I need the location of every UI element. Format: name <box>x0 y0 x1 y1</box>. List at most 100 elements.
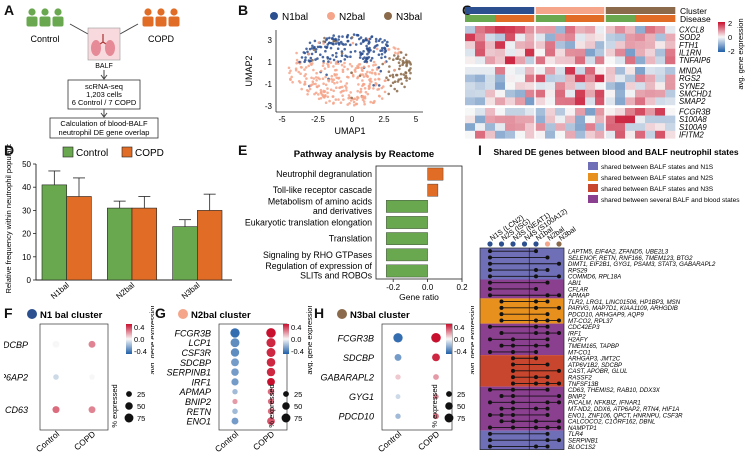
heatmap-cell <box>645 67 656 75</box>
umap-point <box>358 74 362 78</box>
heatmap-cell <box>635 89 646 98</box>
umap-point <box>409 67 412 70</box>
heatmap-cell <box>635 108 646 116</box>
heatmap-cluster-cell <box>565 7 576 14</box>
dotplot-gene-label: SDCBP <box>343 353 374 363</box>
heatmap-cell <box>525 26 536 34</box>
heatmap-cells <box>465 7 676 139</box>
heatmap-cell <box>555 67 566 75</box>
umap-point <box>314 58 317 61</box>
umap-point <box>374 37 378 41</box>
umap-point <box>295 61 298 65</box>
bar-ytick: 20 <box>22 230 31 239</box>
heatmap-cell <box>625 56 636 65</box>
umap-point <box>305 77 308 80</box>
dotplot-x-label: Control <box>34 429 62 454</box>
heatmap-cell <box>605 41 616 49</box>
dotplot-dot <box>232 398 238 405</box>
umap-point <box>342 98 345 101</box>
umap-point <box>339 40 343 44</box>
umap-point <box>343 61 346 65</box>
heatmap-cell <box>495 48 506 57</box>
dotplot-legend-tick: -0.4 <box>454 347 467 356</box>
umap-point <box>338 42 341 45</box>
upset-dot <box>511 394 515 399</box>
umap-point <box>403 85 406 89</box>
umap-point <box>341 70 345 73</box>
upset-column-dot <box>510 241 516 247</box>
umap-point <box>324 75 327 79</box>
umap-point <box>353 50 357 53</box>
heatmap-cell <box>605 56 616 65</box>
umap-point <box>311 58 314 62</box>
umap-point <box>335 86 338 89</box>
heatmap-cell <box>615 41 626 49</box>
heatmap-cell <box>545 56 556 65</box>
heatmap-cell <box>535 56 546 65</box>
upset-dot <box>488 255 492 260</box>
dotplot-size-legend-dot <box>281 413 291 423</box>
upset-dot <box>557 425 561 430</box>
heatmap-cell <box>575 108 586 116</box>
umap-point <box>373 78 377 81</box>
dotplot-gene-label: BNIP2 <box>185 397 211 407</box>
heatmap-cell <box>495 41 506 49</box>
upset-column-dot <box>487 241 493 247</box>
upset-dot <box>511 362 515 367</box>
umap-point <box>393 87 396 91</box>
umap-point <box>388 57 391 60</box>
umap-point <box>366 70 369 74</box>
dotplot-dot <box>433 393 439 400</box>
dotplot-gene-label: SDCBP <box>4 340 28 350</box>
heatmap-cell <box>655 123 666 131</box>
umap-point <box>326 91 329 95</box>
heatmap-cell <box>665 130 676 139</box>
upset-dot <box>534 419 538 424</box>
upset-dot <box>511 406 515 411</box>
umap-point <box>345 89 348 92</box>
umap-point <box>303 82 307 86</box>
heatmap-cell <box>645 123 656 131</box>
umap-point <box>404 71 407 74</box>
heatmap-cell <box>645 89 656 98</box>
umap-point <box>349 43 352 47</box>
heatmap-cell <box>515 74 526 83</box>
heatmap-cell <box>475 33 486 42</box>
umap-point <box>359 36 363 39</box>
heatmap-cell <box>585 48 596 57</box>
heatmap-cluster-cell <box>475 7 486 14</box>
umap-point <box>335 55 338 58</box>
upset-dot <box>557 381 561 386</box>
umap-ytick: 1 <box>268 58 273 67</box>
heatmap-cell <box>495 82 506 90</box>
umap-point <box>391 73 395 77</box>
upset-dot <box>511 400 515 405</box>
umap-point <box>326 62 329 66</box>
heatmap-cell <box>565 33 576 42</box>
umap-point <box>377 39 381 42</box>
umap-point <box>391 75 395 79</box>
heatmap-cell <box>665 56 676 65</box>
heatmap-cell <box>595 123 606 131</box>
umap-point <box>329 61 333 64</box>
heatmap-cell <box>605 67 616 75</box>
heatmap-cell <box>535 74 546 83</box>
heatmap-cell <box>505 74 516 83</box>
umap-point <box>368 71 372 74</box>
heatmap-cell <box>505 82 516 90</box>
heatmap-cell <box>475 41 486 49</box>
umap-point <box>333 74 337 77</box>
bar-ytick: 0 <box>27 276 32 285</box>
dotplot-dot <box>88 406 96 414</box>
heatmap-cluster-cell <box>575 7 586 14</box>
umap-point <box>341 68 345 72</box>
heatmap-disease-cell <box>525 15 536 22</box>
dotplot-legend-tick: -0.4 <box>134 347 147 356</box>
heatmap-cell <box>545 26 556 34</box>
dotplot-gene-label: LCP1 <box>188 338 211 348</box>
umap-point <box>361 69 364 72</box>
heatmap-cell <box>645 130 656 139</box>
box2-line2: neutrophil DE gene overlap <box>59 128 150 137</box>
heatmap-cell <box>575 89 586 98</box>
heatmap-cell <box>605 123 616 131</box>
